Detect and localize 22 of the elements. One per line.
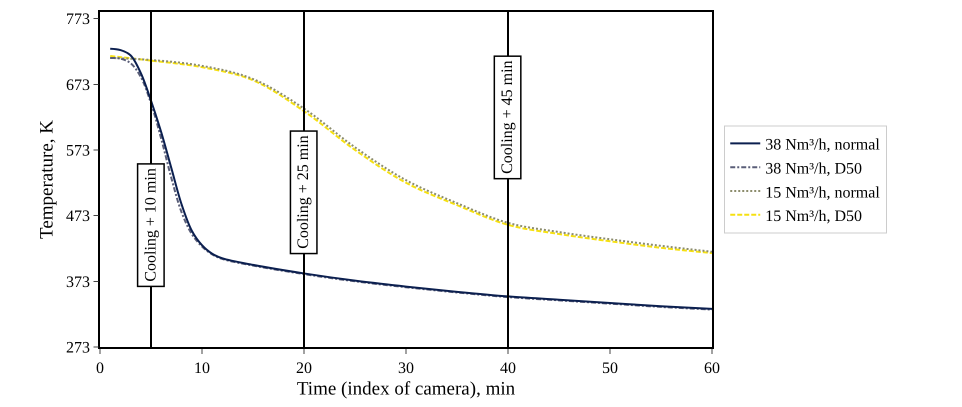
legend-label: 38 Nm³/h, normal	[765, 136, 880, 154]
x-axis-title: Time (index of camera), min	[296, 378, 516, 400]
x-tick-label: 30	[398, 360, 414, 377]
y-tick-label: 773	[66, 11, 90, 28]
y-tick-label: 373	[66, 274, 90, 291]
x-tick-label: 20	[296, 360, 312, 377]
y-tick-label: 273	[66, 340, 90, 357]
ref-line-label: Cooling + 10 min	[142, 168, 160, 282]
x-tick-label: 60	[704, 360, 720, 377]
y-tick-label: 673	[66, 76, 90, 94]
ref-line-label: Cooling + 45 min	[499, 60, 516, 174]
x-tick-label: 10	[194, 360, 210, 377]
y-axis-title: Temperature, K	[36, 120, 58, 239]
x-tick-label: 50	[602, 360, 618, 377]
legend-label: 15 Nm³/h, D50	[765, 208, 862, 226]
y-tick-label: 473	[66, 208, 90, 226]
legend-label: 15 Nm³/h, normal	[765, 184, 880, 202]
legend-label: 38 Nm³/h, D50	[765, 160, 862, 178]
y-tick-label: 573	[66, 142, 90, 160]
x-tick-label: 40	[500, 360, 516, 377]
x-tick-label: 0	[96, 360, 104, 377]
ref-line-label: Cooling + 25 min	[295, 135, 312, 249]
